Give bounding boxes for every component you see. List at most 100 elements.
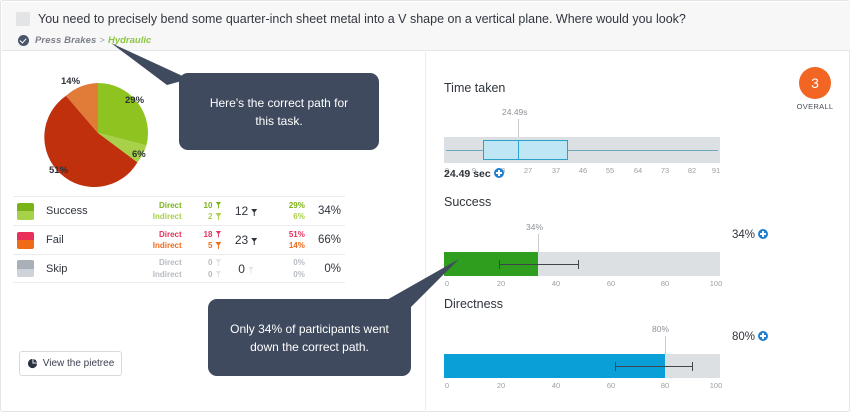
time-value: 24.49 sec: [444, 168, 491, 180]
path-counts: 0 0: [182, 257, 224, 280]
funnel-icon[interactable]: [215, 242, 222, 249]
axis-tick: 64: [633, 166, 643, 175]
callout-bubble-2: Only 34% of participants went down the c…: [208, 299, 411, 376]
callout-tail-1: [111, 43, 189, 85]
direct-percent: 51%: [288, 229, 305, 239]
total-count-cell: 12: [223, 204, 268, 218]
overall-score-value: 3: [799, 67, 831, 99]
question-text: You need to precisely bend some quarter-…: [38, 12, 686, 26]
indirect-count: 0: [207, 269, 213, 279]
path-type-labels: Direct Indirect: [133, 257, 182, 280]
success-marker-label: 34%: [526, 222, 544, 232]
indirect-percent: 6%: [293, 212, 305, 221]
pie-label-0: 14%: [61, 76, 81, 87]
breadcrumb-current[interactable]: Hydraulic: [107, 35, 152, 46]
check-circle-icon: [18, 35, 29, 46]
color-swatch: [17, 202, 34, 220]
axis-tick: 60: [606, 381, 616, 390]
indirect-percent: 14%: [288, 241, 305, 250]
indirect-count: 5: [207, 241, 213, 250]
callout-text-2: Only 34% of participants went down the c…: [230, 321, 389, 354]
success-chart: 34% 0 20 40 60 80 100: [444, 222, 834, 293]
axis-tick: 91: [711, 166, 721, 175]
axis-tick: 80: [660, 279, 670, 288]
color-swatch: [17, 231, 34, 249]
axis-tick: 37: [551, 166, 561, 175]
axis-tick: 0: [444, 166, 450, 175]
time-taken-chart: 24.49s 0 9 18 27 37 46 55 64 73 82 91: [444, 107, 834, 180]
axis-tick: 27: [523, 166, 533, 175]
callout-tail-2: [385, 259, 459, 311]
pie-label-2: 6%: [132, 149, 146, 160]
axis-tick: 20: [496, 279, 506, 288]
axis-tick: 46: [578, 166, 588, 175]
path-percents: 29% 6%: [269, 200, 305, 223]
grand-percent: 66%: [317, 234, 341, 246]
success-title: Success: [444, 195, 492, 209]
indirect-percent: 0%: [293, 269, 305, 279]
funnel-icon[interactable]: [215, 201, 222, 209]
axis-tick: 40: [551, 279, 561, 288]
directness-bar-track: [444, 354, 720, 378]
info-plus-icon[interactable]: [758, 331, 769, 341]
direct-label: Direct: [158, 258, 182, 267]
breadcrumb-separator: >: [99, 35, 105, 46]
time-value-row: 24.49 sec: [444, 168, 504, 180]
breadcrumb-root[interactable]: Press Brakes: [35, 35, 97, 46]
total-count-cell: 0: [223, 262, 268, 276]
directness-marker-line: [665, 336, 666, 354]
directness-value-row: 80%: [732, 331, 769, 343]
time-marker-label: 24.49s: [502, 107, 528, 117]
path-counts: 18 5: [182, 229, 224, 252]
axis-tick: 0: [444, 381, 450, 390]
overall-score: 3 OVERALL: [794, 67, 836, 111]
direct-count: 10: [203, 200, 213, 210]
funnel-icon[interactable]: [251, 209, 258, 216]
color-swatch: [17, 260, 34, 277]
direct-count: 0: [207, 258, 213, 267]
direct-percent: 29%: [288, 200, 305, 210]
right-column: Time taken 24.49s 0 9 18 27 37 46 55 64 …: [425, 52, 850, 412]
table-row[interactable]: Success Direct Indirect 10 2 12 29% 6% 3…: [13, 196, 345, 225]
info-plus-icon[interactable]: [493, 168, 504, 178]
direct-percent: 0%: [293, 258, 305, 267]
funnel-icon[interactable]: [215, 270, 222, 278]
grand-percent: 0%: [324, 262, 341, 275]
funnel-icon[interactable]: [251, 238, 258, 245]
axis-tick: 0: [444, 279, 450, 288]
funnel-icon[interactable]: [247, 266, 254, 274]
indirect-label: Indirect: [152, 212, 182, 221]
funnel-icon[interactable]: [215, 259, 222, 266]
total-count: 12: [234, 204, 249, 218]
pie-chart: 14% 29% 6% 51%: [13, 60, 203, 195]
grand-percent: 34%: [317, 205, 341, 217]
directness-title: Directness: [444, 297, 504, 311]
time-taken-title: Time taken: [444, 81, 506, 95]
view-pietree-button[interactable]: View the pietree: [19, 351, 122, 376]
boxplot-box: [483, 140, 568, 160]
info-plus-icon[interactable]: [758, 229, 769, 239]
time-marker-line: [518, 119, 519, 139]
funnel-icon[interactable]: [215, 230, 222, 238]
time-axis: 0 9 18 27 37 46 55 64 73 82 91: [444, 166, 720, 180]
path-counts: 10 2: [182, 200, 224, 223]
funnel-icon[interactable]: [215, 213, 222, 220]
axis-tick: 100: [709, 381, 723, 390]
success-axis: 0 20 40 60 80 100: [444, 279, 722, 293]
axis-tick: 20: [496, 381, 506, 390]
indirect-label: Indirect: [152, 241, 182, 250]
question-header: You need to precisely bend some quarter-…: [2, 2, 850, 51]
table-row[interactable]: Skip Direct Indirect 0 0 0 0% 0% 0%: [13, 254, 345, 283]
path-percents: 0% 0%: [269, 257, 305, 280]
indirect-label: Indirect: [152, 269, 182, 279]
outcome-label: Success: [46, 205, 88, 217]
directness-chart: 80% 0 20 40 60 80 100: [444, 324, 834, 395]
time-boxplot-track: [444, 137, 720, 163]
left-column: 14% 29% 6% 51% Success Direct Indirect 1…: [1, 52, 421, 412]
checkbox-icon[interactable]: [16, 12, 30, 26]
pie-label-1: 29%: [125, 95, 145, 106]
table-row[interactable]: Fail Direct Indirect 18 5 23 51% 14% 66%: [13, 225, 345, 254]
success-value-row: 34%: [732, 229, 769, 241]
path-type-labels: Direct Indirect: [133, 200, 182, 223]
